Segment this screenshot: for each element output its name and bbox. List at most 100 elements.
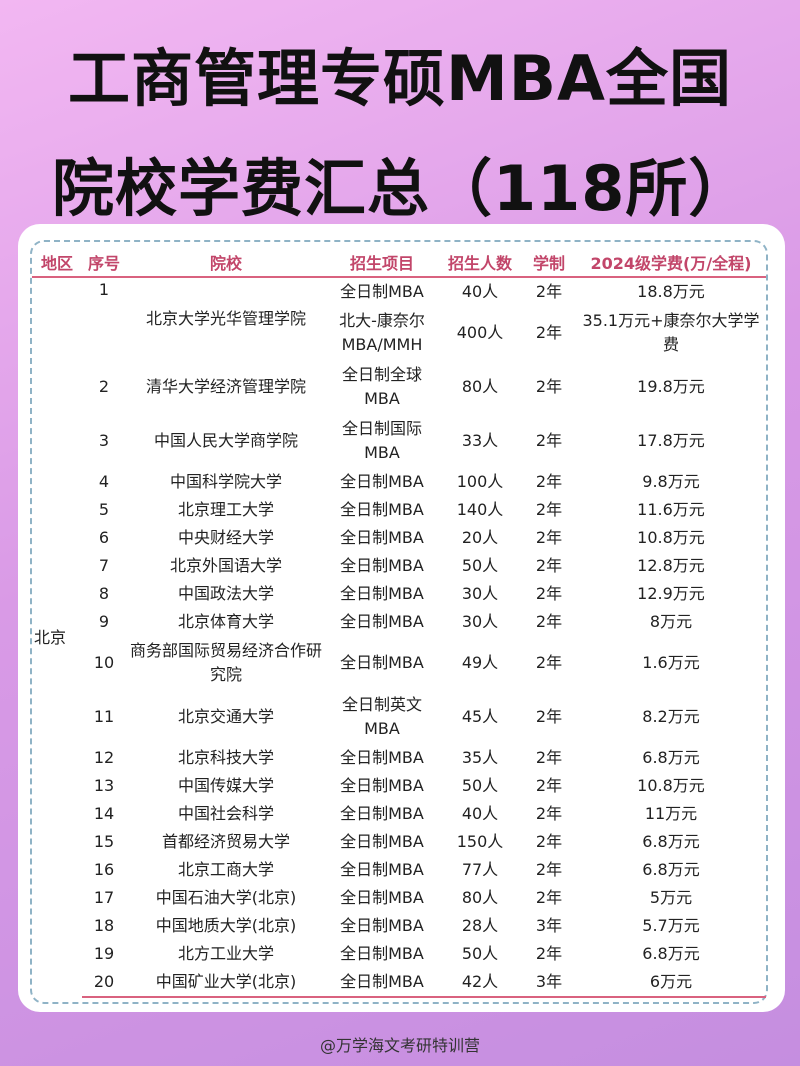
number-cell: 1 xyxy=(98,280,110,299)
fee-cell: 6.8万元 xyxy=(642,832,700,851)
project-cell: 全日制MBA xyxy=(340,944,424,963)
fee-cell: 6.8万元 xyxy=(642,860,700,879)
title-line: 工商管理专硕MBA全国 xyxy=(68,42,732,115)
fee-cell: 5万元 xyxy=(649,888,693,907)
table-row: 20 中国矿业大学(北京) 全日制MBA 42人 3年 6万元 xyxy=(32,968,766,998)
number-cell: 20 xyxy=(82,968,126,998)
table-row: 12 北京科技大学 全日制MBA 35人 2年 6.8万元 xyxy=(32,744,766,772)
project-cell: 全日制英文MBA xyxy=(341,695,422,738)
count-cell: 50人 xyxy=(461,556,499,575)
count-cell: 35人 xyxy=(461,748,499,767)
table-row: 17 中国石油大学(北京) 全日制MBA 80人 2年 5万元 xyxy=(32,884,766,912)
header-cell: 学制 xyxy=(522,248,576,278)
number-cell: 6 xyxy=(98,528,110,547)
school-cell: 中国地质大学(北京) xyxy=(155,916,297,935)
fee-cell: 6万元 xyxy=(576,968,766,998)
years-cell: 2年 xyxy=(535,584,563,603)
table-row: 13 中国传媒大学 全日制MBA 50人 2年 10.8万元 xyxy=(32,772,766,800)
fee-cell: 9.8万元 xyxy=(642,472,700,491)
count-cell: 400人 xyxy=(456,323,504,342)
number-cell: 2 xyxy=(98,377,110,396)
school-cell: 中国石油大学(北京) xyxy=(155,888,297,907)
count-cell: 30人 xyxy=(461,612,499,631)
table-row: 19 北方工业大学 全日制MBA 50人 2年 6.8万元 xyxy=(32,940,766,968)
years-cell: 2年 xyxy=(535,282,563,301)
table-row: 16 北京工商大学 全日制MBA 77人 2年 6.8万元 xyxy=(32,856,766,884)
fee-cell: 6.8万元 xyxy=(642,748,700,767)
count-cell: 40人 xyxy=(461,282,499,301)
count-cell: 80人 xyxy=(461,377,499,396)
years-cell: 2年 xyxy=(535,888,563,907)
project-cell: 全日制MBA xyxy=(340,500,424,519)
project-cell: 全日制MBA xyxy=(340,860,424,879)
years-cell: 2年 xyxy=(535,377,563,396)
header-row: 地区 序号 院校 招生项目 招生人数 学制 2024级学费(万/全程) xyxy=(32,248,766,278)
table-row: 3 中国人民大学商学院 全日制国际MBA 33人 2年 17.8万元 xyxy=(32,414,766,468)
number-cell: 13 xyxy=(93,776,115,795)
number-cell: 17 xyxy=(93,888,115,907)
fee-cell: 19.8万元 xyxy=(637,377,705,396)
table-row: 8 中国政法大学 全日制MBA 30人 2年 12.9万元 xyxy=(32,580,766,608)
number-cell: 5 xyxy=(98,500,110,519)
years-cell: 2年 xyxy=(535,500,563,519)
fee-cell: 5.7万元 xyxy=(642,916,700,935)
header-cell: 招生项目 xyxy=(326,248,438,278)
project-cell: 全日制MBA xyxy=(340,804,424,823)
school-cell: 中国社会科学 xyxy=(177,804,274,823)
project-cell: 全日制MBA xyxy=(340,528,424,547)
table-row: 15 首都经济贸易大学 全日制MBA 150人 2年 6.8万元 xyxy=(32,828,766,856)
number-cell: 3 xyxy=(98,431,110,450)
project-cell: 全日制MBA xyxy=(340,748,424,767)
region-cell: 北京 xyxy=(34,627,67,647)
table-row: 6 中央财经大学 全日制MBA 20人 2年 10.8万元 xyxy=(32,524,766,552)
number-cell: 4 xyxy=(98,472,110,491)
table-row: 北京 1 北京大学光华管理学院 全日制MBA 40人 2年 18.8万元 xyxy=(32,277,766,647)
number-cell: 16 xyxy=(93,860,115,879)
school-cell: 中国政法大学 xyxy=(177,584,274,603)
count-cell: 100人 xyxy=(456,472,504,491)
project-cell: 全日制全球MBA xyxy=(341,365,422,408)
table-row: 11 北京交通大学 全日制英文MBA 45人 2年 8.2万元 xyxy=(32,690,766,744)
number-cell: 18 xyxy=(93,916,115,935)
number-cell: 7 xyxy=(98,556,110,575)
table-row: 2 清华大学经济管理学院 全日制全球MBA 80人 2年 19.8万元 xyxy=(32,360,766,414)
project-cell: 全日制MBA xyxy=(340,916,424,935)
years-cell: 2年 xyxy=(535,832,563,851)
project-cell: 全日制MBA xyxy=(326,968,438,998)
count-cell: 20人 xyxy=(461,528,499,547)
number-cell: 8 xyxy=(98,584,110,603)
header-cell: 地区 xyxy=(32,248,82,278)
years-cell: 2年 xyxy=(535,860,563,879)
school-cell: 北京理工大学 xyxy=(177,500,274,519)
fee-cell: 8.2万元 xyxy=(642,707,700,726)
project-cell: 全日制MBA xyxy=(340,888,424,907)
fee-cell: 10.8万元 xyxy=(637,528,705,547)
header-cell: 院校 xyxy=(126,248,326,278)
school-cell: 中央财经大学 xyxy=(177,528,274,547)
count-cell: 140人 xyxy=(456,500,504,519)
header-cell: 2024级学费(万/全程) xyxy=(576,248,766,278)
title-line: 院校学费汇总（118所） xyxy=(52,152,752,225)
school-cell: 北京体育大学 xyxy=(177,612,274,631)
fee-cell: 18.8万元 xyxy=(637,282,705,301)
fee-cell: 6.8万元 xyxy=(642,944,700,963)
years-cell: 2年 xyxy=(535,653,563,672)
school-cell: 中国矿业大学(北京) xyxy=(126,968,326,998)
count-cell: 49人 xyxy=(461,653,499,672)
number-cell: 14 xyxy=(93,804,115,823)
table-row: 5 北京理工大学 全日制MBA 140人 2年 11.6万元 xyxy=(32,496,766,524)
count-cell: 42人 xyxy=(438,968,522,998)
school-cell: 北京外国语大学 xyxy=(169,556,282,575)
project-cell: 全日制MBA xyxy=(340,776,424,795)
years-cell: 2年 xyxy=(535,944,563,963)
number-cell: 19 xyxy=(93,944,115,963)
project-cell: 全日制MBA xyxy=(340,472,424,491)
dashed-frame xyxy=(30,240,768,1004)
project-cell: 全日制MBA xyxy=(340,653,424,672)
school-cell: 首都经济贸易大学 xyxy=(161,832,290,851)
table-row: 4 中国科学院大学 全日制MBA 100人 2年 9.8万元 xyxy=(32,468,766,496)
fee-cell: 1.6万元 xyxy=(642,653,700,672)
project-cell: 全日制MBA xyxy=(340,584,424,603)
number-cell: 11 xyxy=(93,707,115,726)
years-cell: 2年 xyxy=(535,472,563,491)
